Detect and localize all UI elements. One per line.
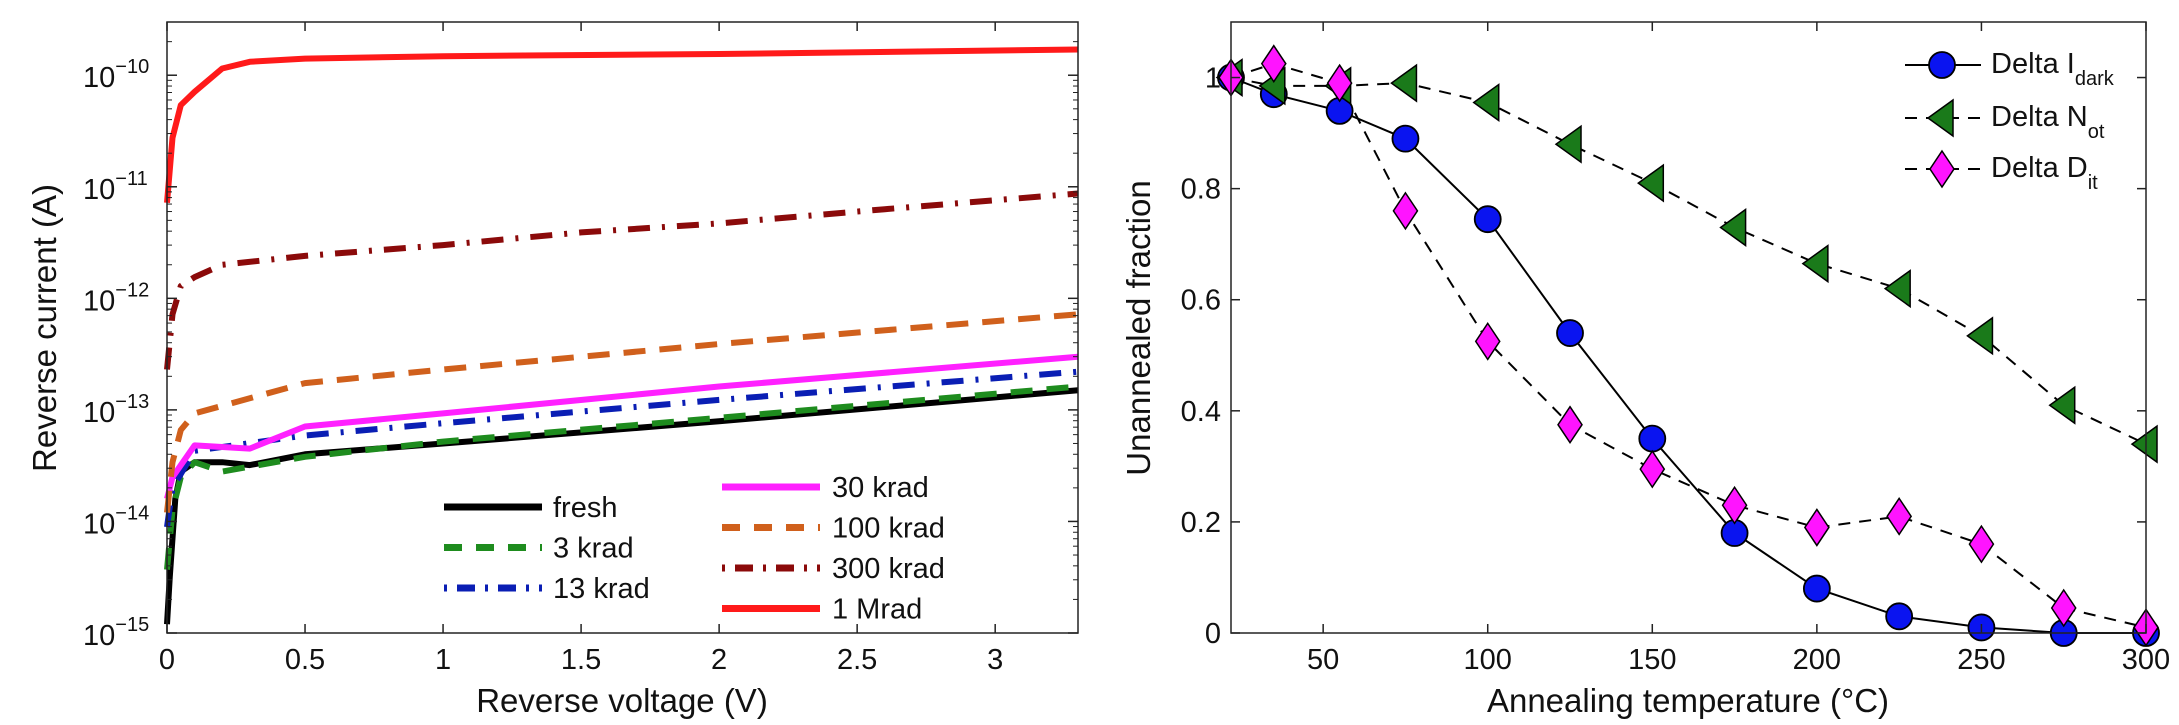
- x-tick-label: 1.5: [561, 644, 601, 676]
- data-point-diamond: [1968, 524, 1995, 564]
- legend-label: 3 krad: [553, 533, 634, 565]
- y-tick-label: 10−11: [83, 168, 148, 206]
- series-line-3-krad: [164, 383, 1079, 570]
- legend-label: Delta Idark: [1991, 48, 2115, 90]
- data-point-circle: [1638, 424, 1667, 453]
- data-point-diamond: [1260, 44, 1287, 84]
- legend-label: Delta Dit: [1991, 152, 2098, 194]
- x-tick-label: 250: [1957, 644, 2005, 676]
- data-point-triangle-left: [2048, 385, 2076, 425]
- data-point-triangle-left: [1966, 316, 1994, 356]
- y-tick-base: 10: [83, 62, 115, 94]
- y-tick-base: 10: [83, 620, 115, 652]
- data-point-diamond: [1721, 485, 1748, 525]
- left-chart-iv-curves: 0 0.5 1 1.5 2 2.5 310−1510−1410−1310−1210−1110…: [83, 21, 1079, 676]
- legend-label: 13 krad: [553, 573, 650, 605]
- x-tick-label: 300: [2122, 644, 2170, 676]
- legend-label-subscript: dark: [2075, 68, 2115, 90]
- y-tick-exponent: −14: [115, 502, 149, 524]
- y-tick-label: 10−13: [83, 391, 149, 429]
- data-point-triangle-left: [1472, 83, 1500, 123]
- data-point-diamond: [1557, 405, 1583, 445]
- y-tick-exponent: −13: [115, 391, 149, 413]
- left-y-axis-label: Reverse current (A): [26, 184, 63, 472]
- legend-label: fresh: [553, 492, 617, 524]
- data-point-diamond: [1886, 497, 1913, 536]
- x-tick-label: 200: [1793, 644, 1841, 676]
- right-plot-frame: [1230, 21, 2147, 634]
- data-point-diamond: [1803, 508, 1830, 547]
- y-tick-base: 10: [83, 508, 115, 540]
- data-point-diamond: [1474, 322, 1501, 361]
- y-tick-label: 0.6: [1181, 285, 1221, 317]
- data-point-diamond: [1392, 191, 1419, 231]
- x-tick-label: 0: [159, 644, 175, 676]
- series-line-300-krad: [164, 190, 1079, 370]
- data-point-triangle-left: [1637, 163, 1665, 203]
- y-tick-label: 0: [1205, 618, 1221, 650]
- legend-marker-circle: [1928, 51, 1956, 79]
- legend-label: 30 krad: [832, 472, 929, 504]
- legend-label-main: Delta N: [1991, 101, 2088, 133]
- legend-label: Delta Not: [1991, 101, 2105, 143]
- legend-label: 1 Mrad: [832, 594, 922, 626]
- y-tick-label: 10−14: [83, 502, 149, 540]
- x-tick-label: 50: [1307, 644, 1339, 676]
- y-tick-exponent: −10: [115, 56, 149, 78]
- legend-label: 100 krad: [832, 513, 945, 545]
- left-x-axis-label: Reverse voltage (V): [476, 682, 768, 719]
- right-x-axis-label: Annealing temperature (°C): [1487, 682, 1889, 719]
- y-tick-label: 10−15: [83, 614, 149, 652]
- data-point-diamond: [2050, 588, 2077, 628]
- data-point-triangle-left: [1390, 63, 1418, 103]
- y-tick-base: 10: [83, 285, 115, 317]
- data-point-diamond: [1639, 449, 1666, 489]
- y-tick-label: 1: [1205, 63, 1221, 95]
- legend-label-main: Delta D: [1991, 152, 2088, 184]
- data-point-circle: [1391, 124, 1420, 153]
- y-tick-base: 10: [83, 174, 115, 206]
- y-tick-exponent: −12: [115, 279, 149, 301]
- right-chart-annealing: 50 100 150 200 250 300 0 0.2 0.4 0.6 0.8 1 Delta Ida…: [1181, 21, 2170, 676]
- x-tick-label: 2.5: [837, 644, 877, 676]
- y-tick-label: 0.4: [1181, 396, 1221, 428]
- y-tick-label: 10−12: [83, 279, 149, 317]
- data-point-triangle-left: [2130, 424, 2158, 464]
- legend-label: 300 krad: [832, 553, 945, 585]
- x-tick-label: 2: [711, 644, 727, 676]
- data-point-circle: [1885, 602, 1914, 631]
- series-line-30-krad: [164, 353, 1079, 500]
- data-point-circle: [1802, 574, 1831, 603]
- y-tick-label: 10−10: [83, 56, 149, 94]
- legend-marker-diamond: [1929, 149, 1955, 189]
- series-line-100-krad: [164, 311, 1079, 513]
- left-plot-frame: [166, 21, 1079, 634]
- data-point-triangle-left: [1883, 269, 1911, 309]
- y-tick-label: 0.8: [1181, 174, 1221, 206]
- legend-label-main: Delta I: [1991, 48, 2075, 80]
- x-tick-label: 150: [1628, 644, 1676, 676]
- data-point-triangle-left: [1801, 244, 1829, 284]
- y-tick-label: 0.2: [1181, 507, 1221, 539]
- legend-label-subscript: it: [2088, 172, 2098, 194]
- data-point-circle: [1473, 205, 1502, 234]
- x-tick-label: 0.5: [285, 644, 325, 676]
- legend-label-subscript: ot: [2088, 121, 2105, 143]
- legend-marker-triangle-left: [1926, 98, 1954, 138]
- data-point-triangle-left: [1554, 124, 1582, 164]
- series-line-1-Mrad: [164, 46, 1079, 203]
- data-point-diamond: [1326, 63, 1353, 103]
- x-tick-label: 1: [435, 644, 451, 676]
- y-tick-exponent: −15: [115, 614, 149, 636]
- y-tick-exponent: −11: [115, 168, 147, 190]
- right-y-axis-label: Unannealed fraction: [1120, 180, 1157, 475]
- series-line-13-krad: [164, 368, 1079, 528]
- x-tick-label: 3: [987, 644, 1003, 676]
- y-tick-base: 10: [83, 397, 115, 429]
- series-line-diamond: [1230, 62, 2147, 629]
- data-point-circle: [1556, 319, 1584, 347]
- data-point-triangle-left: [1719, 208, 1747, 247]
- x-tick-label: 100: [1464, 644, 1512, 676]
